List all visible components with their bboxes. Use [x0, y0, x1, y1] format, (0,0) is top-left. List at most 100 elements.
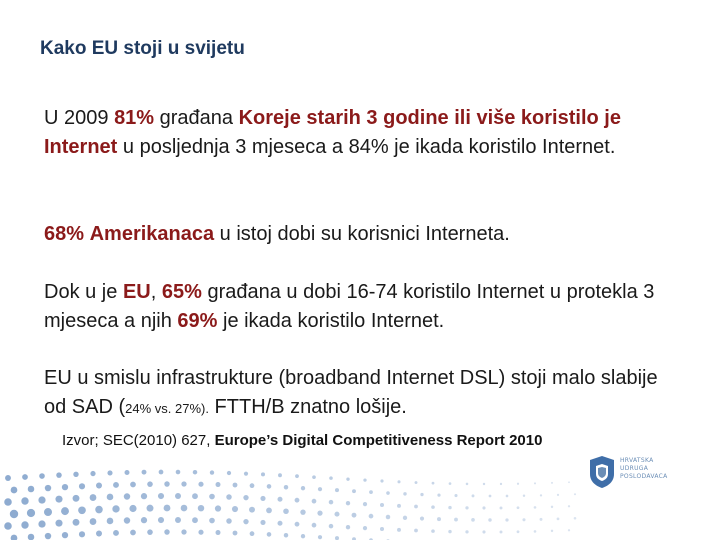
decorative-dot — [146, 504, 154, 512]
decorative-dot — [465, 482, 469, 486]
decorative-dot — [95, 530, 103, 537]
decorative-dot — [328, 523, 334, 529]
decorative-dot — [232, 482, 238, 488]
slide-title: Kako EU stoji u svijetu — [40, 38, 245, 59]
decorative-dot — [157, 492, 165, 500]
decorative-dot — [198, 529, 204, 535]
decorative-dot — [294, 497, 300, 503]
decorative-dot — [21, 521, 29, 529]
paragraph-infrastructure: EU u smislu infrastrukture (broadband In… — [44, 364, 684, 423]
decorative-dot — [61, 531, 69, 539]
decorative-dot — [550, 529, 554, 533]
decorative-dot — [106, 517, 114, 525]
logo-line: UDRUGA — [620, 465, 649, 472]
decorative-dot — [311, 498, 317, 504]
decorative-dot — [226, 494, 232, 500]
decorative-dot — [448, 529, 452, 534]
decorative-dot — [312, 475, 316, 479]
text: u posljednja 3 mjeseca a 84% je ikada ko… — [117, 136, 616, 158]
decorative-dot — [243, 518, 249, 525]
decorative-dot — [437, 493, 441, 497]
decorative-dot — [505, 494, 509, 498]
decorative-dot — [21, 497, 29, 505]
decorative-dot — [175, 493, 181, 500]
decorative-dot — [226, 518, 232, 524]
decorative-dot — [214, 505, 222, 512]
decorative-dot — [368, 513, 374, 519]
decorative-dot — [516, 530, 520, 534]
decorative-dot — [369, 490, 373, 494]
decorative-dot — [140, 493, 148, 500]
decorative-dot — [140, 517, 148, 524]
decorative-dot — [386, 491, 390, 495]
decorative-dot — [499, 530, 503, 534]
decorative-dot — [215, 530, 221, 536]
decorative-dot — [231, 505, 239, 513]
decorative-dot — [78, 531, 86, 538]
text: je ikada koristilo Internet. — [217, 310, 445, 332]
decorative-dot — [505, 518, 509, 522]
highlight-percent: 81% — [114, 107, 155, 129]
decorative-dot — [130, 481, 136, 488]
decorative-dot — [4, 522, 12, 530]
decorative-dot — [351, 512, 357, 518]
paragraph-usa: 68% Amerikanaca u istoj dobi su korisnic… — [44, 220, 684, 249]
decorative-dot — [448, 482, 452, 485]
highlight-percent: 65% — [161, 281, 202, 303]
decorative-dot — [61, 507, 69, 516]
decorative-dot — [113, 482, 119, 488]
decorative-dot — [243, 494, 249, 501]
decorative-dot — [414, 481, 418, 485]
highlight-percent: 69% — [177, 310, 218, 332]
source-citation: Izvor; SEC(2010) 627, Europe’s Digital C… — [62, 432, 542, 449]
decorative-dot — [107, 470, 113, 476]
decorative-dot — [44, 532, 52, 540]
decorative-dot — [226, 470, 232, 476]
decorative-dot — [551, 481, 553, 484]
decorative-dot — [266, 507, 272, 514]
decorative-dot — [431, 505, 435, 509]
decorative-dot — [181, 529, 187, 535]
decorative-dot — [249, 531, 255, 537]
decorative-dot — [123, 517, 131, 524]
decorative-dot — [317, 510, 323, 516]
decorative-dot — [362, 525, 368, 531]
decorative-dots — [4, 469, 577, 540]
decorative-dot — [198, 481, 204, 487]
text: građana — [154, 107, 239, 129]
decorative-dot — [488, 518, 492, 522]
decorative-dot — [158, 469, 164, 475]
decorative-dot — [124, 469, 130, 475]
decorative-dot — [26, 508, 36, 518]
decorative-dot — [317, 487, 323, 492]
decorative-dot — [209, 493, 215, 500]
text: EU u smislu infrastrukture (broadband In… — [44, 367, 658, 418]
decorative-dot — [141, 469, 147, 475]
decorative-dot — [573, 516, 577, 520]
decorative-dot — [27, 485, 35, 493]
decorative-dot — [482, 530, 486, 534]
decorative-dot — [533, 506, 537, 509]
decorative-dot — [397, 503, 401, 508]
decorative-dot — [163, 504, 171, 512]
decorative-dot — [175, 469, 181, 475]
logo-mark-icon — [590, 456, 614, 488]
decorative-dot — [10, 534, 18, 540]
decorative-dot — [556, 493, 560, 496]
decorative-dot — [112, 505, 120, 513]
decorative-dot — [300, 534, 306, 539]
decorative-dot — [539, 517, 543, 521]
decorative-dot — [352, 537, 356, 540]
decorative-dot — [454, 517, 458, 522]
decorative-dot — [78, 506, 86, 515]
decorative-dot — [181, 481, 187, 487]
decorative-dot — [294, 521, 300, 527]
decorative-dot — [10, 486, 18, 494]
decorative-dot — [471, 518, 475, 522]
decorative-dot — [499, 506, 503, 510]
decorative-dot — [9, 509, 19, 519]
decorative-dot — [197, 504, 205, 512]
decorative-dot — [164, 529, 170, 535]
decorative-dot — [157, 516, 165, 524]
decorative-dot — [180, 504, 188, 512]
